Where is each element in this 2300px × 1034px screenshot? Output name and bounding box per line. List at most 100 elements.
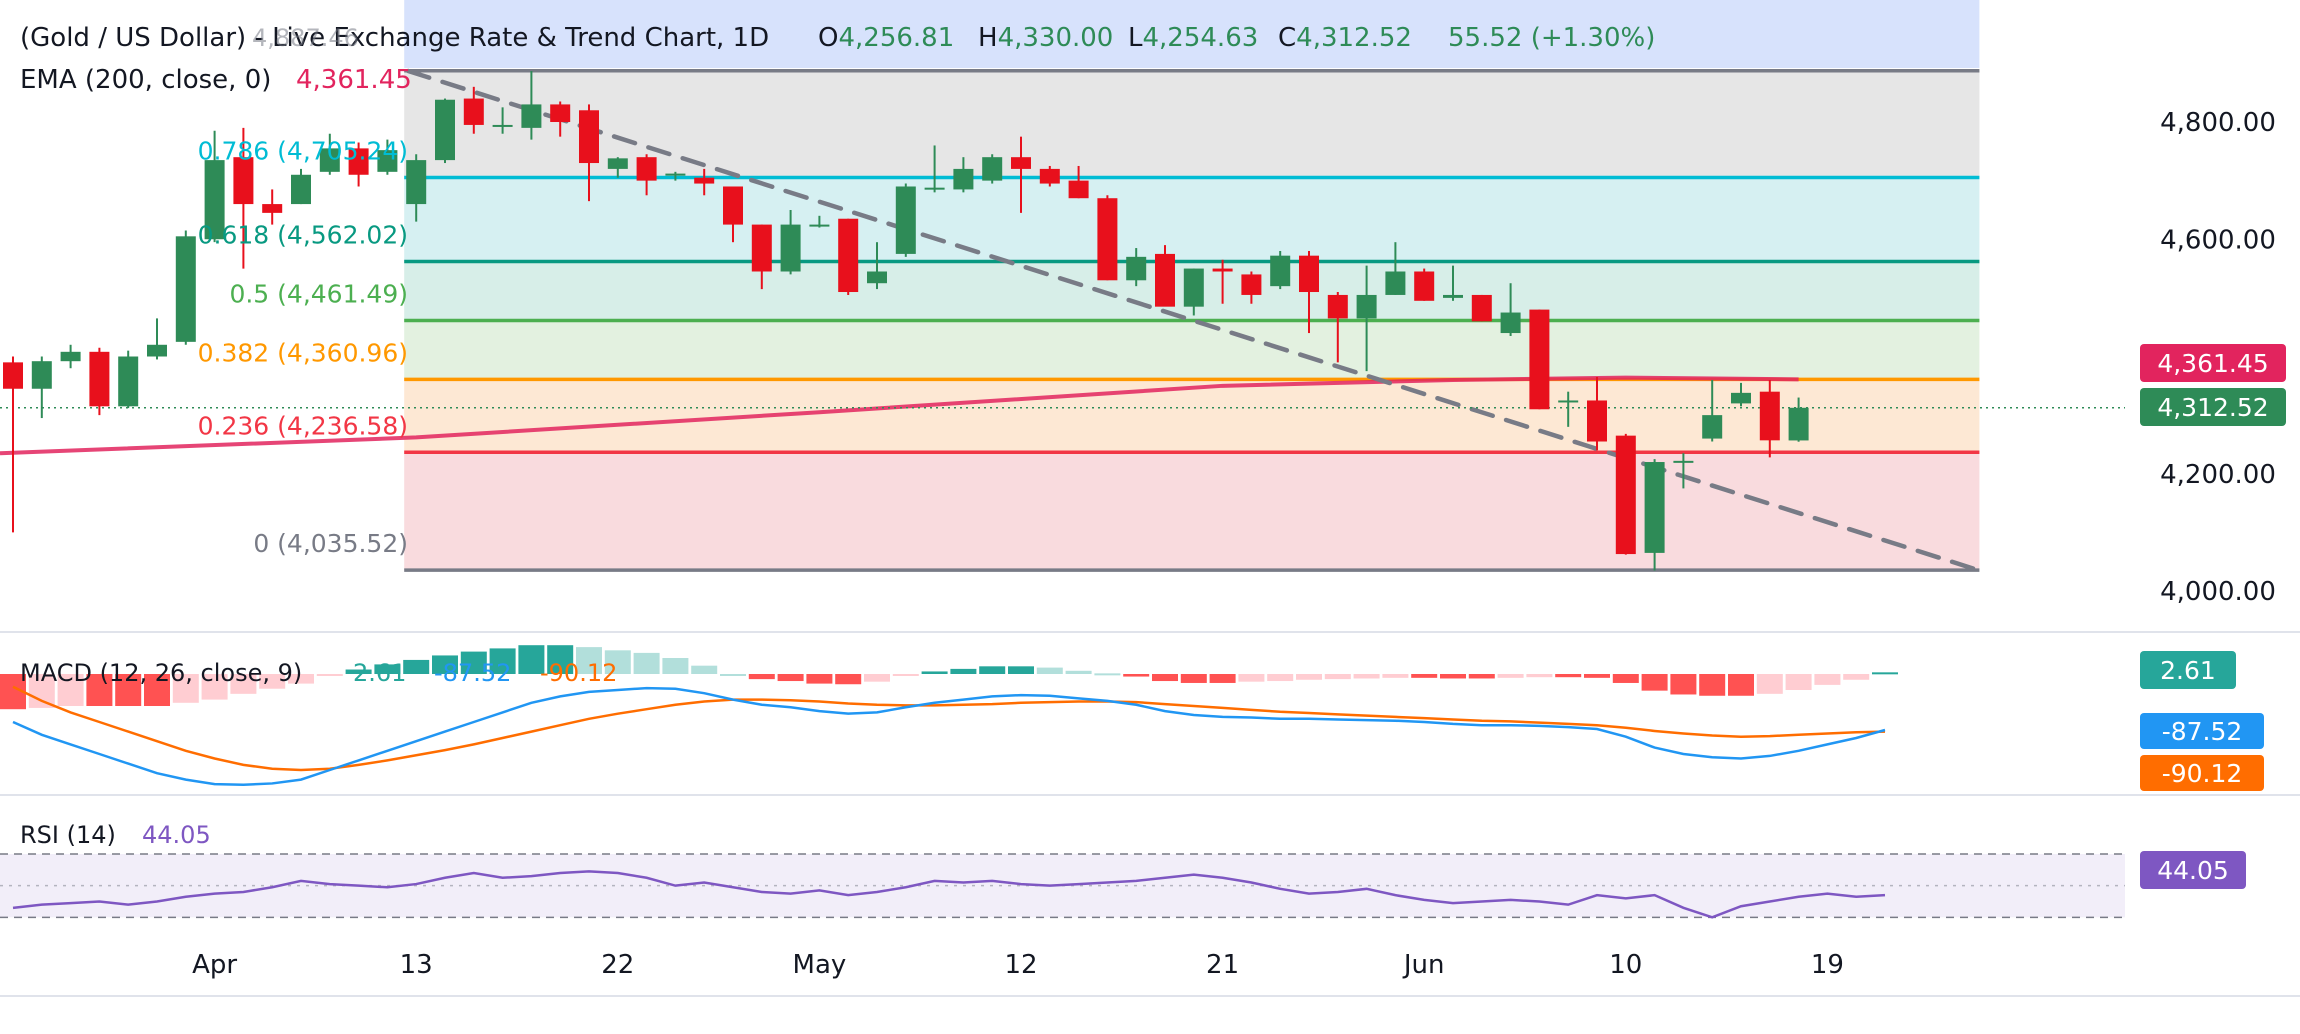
macd-hist-bar xyxy=(835,674,862,685)
candle-body xyxy=(147,344,167,357)
candle-body xyxy=(1759,391,1780,441)
candle-body xyxy=(1443,294,1463,298)
macd-line-badge xyxy=(2140,713,2264,749)
macd-hist-bar xyxy=(489,648,516,674)
rsi-line xyxy=(12,870,1886,919)
svg-text:O4,256.81: O4,256.81 xyxy=(818,23,954,53)
macd-hist-bar xyxy=(316,674,343,676)
time-tick-label: 10 xyxy=(1609,950,1642,980)
ema-badge-text: 4,361.45 xyxy=(2157,349,2268,378)
macd-hist-bar xyxy=(1699,674,1726,696)
time-tick-label: 19 xyxy=(1811,950,1844,980)
candle-body xyxy=(31,361,52,389)
macd-hist-bar xyxy=(230,674,257,694)
open-label: O xyxy=(818,23,838,53)
fib-label-0.5: 0.5 (4,461.49) xyxy=(229,279,408,308)
macd-hist-bar xyxy=(1008,666,1034,674)
macd-hist-bar xyxy=(1094,673,1121,676)
time-tick-label: 21 xyxy=(1206,950,1239,980)
price-axis[interactable]: 4,000.00 4,200.00 4,600.00 4,800.00 xyxy=(2160,108,2276,607)
candle-body xyxy=(1615,435,1636,555)
candle-body xyxy=(1039,168,1060,184)
macd-hist-bar xyxy=(1497,674,1524,678)
price-tick-label: 4,600.00 xyxy=(2160,225,2276,255)
candle-body xyxy=(1126,256,1147,281)
candle-body xyxy=(607,158,628,169)
pane-separators xyxy=(0,631,2300,997)
candle-body xyxy=(838,218,859,293)
candle-body xyxy=(1414,271,1435,301)
close-badge xyxy=(2140,388,2286,426)
fib-label-0: 0 (4,035.52) xyxy=(253,529,408,558)
fib-label-0.382: 0.382 (4,360.96) xyxy=(198,338,408,367)
candle-body xyxy=(1702,415,1723,439)
macd-hist-bar xyxy=(1843,674,1870,680)
candle-body xyxy=(1471,294,1492,322)
fib-band-0.618 xyxy=(404,177,1980,262)
low-label: L xyxy=(1128,23,1143,53)
macd-hist-bar xyxy=(1468,674,1495,679)
candle-body xyxy=(492,124,513,127)
macd-hist-bar xyxy=(1641,674,1668,691)
candle-body xyxy=(1356,294,1377,319)
change-value: 55.52 (+1.30%) xyxy=(1448,23,1655,53)
candle-body xyxy=(1558,400,1579,403)
macd-hist-badge-text: 2.61 xyxy=(2160,656,2216,685)
fib-band-0.236 xyxy=(404,379,1980,453)
candle-body xyxy=(262,204,283,213)
macd-hist-bar xyxy=(950,668,977,674)
macd-hist-value: 2.61 xyxy=(353,659,406,687)
macd-hist-bar xyxy=(892,674,919,676)
header-legend: (Gold / US Dollar) - Live Exchange Rate … xyxy=(20,23,1655,95)
macd-hist-bar xyxy=(1785,674,1812,690)
macd-hist-bar xyxy=(144,674,170,706)
close-badge-text: 4,312.52 xyxy=(2157,393,2268,422)
macd-hist-bar xyxy=(748,674,775,680)
macd-hist-bar xyxy=(1411,674,1438,678)
candle-body xyxy=(1731,392,1751,404)
candle-body xyxy=(1673,460,1694,463)
macd-hist-bar xyxy=(1440,674,1466,679)
macd-hist-bar xyxy=(1267,674,1294,682)
candle-body xyxy=(521,104,542,128)
macd-hist-bar xyxy=(115,674,142,706)
fib-label-0.618: 0.618 (4,562.02) xyxy=(198,221,408,250)
open-value: 4,256.81 xyxy=(838,23,954,53)
macd-hist-bar xyxy=(28,674,55,708)
macd-hist-bar xyxy=(1036,667,1063,674)
ema-value: 4,361.45 xyxy=(296,65,412,95)
ema-200-line xyxy=(0,375,1799,456)
macd-hist-bar xyxy=(1555,674,1582,678)
fib-band-0.786 xyxy=(404,70,1980,178)
macd-hist-bar xyxy=(1296,674,1322,680)
price-badges: 4,361.45 4,312.52 2.61 -87.52 -90.12 44.… xyxy=(2140,344,2286,889)
fib-top-band xyxy=(404,0,1980,68)
macd-hist-bar xyxy=(547,645,574,674)
fib-label-0.236: 0.236 (4,236.58) xyxy=(198,411,408,440)
macd-hist-bar xyxy=(1756,674,1783,694)
macd-hist-bar xyxy=(1324,674,1351,680)
symbol-title: (Gold / US Dollar) - Live Exchange Rate … xyxy=(20,23,769,53)
rsi-pane xyxy=(0,853,2125,919)
price-tick-label: 4,000.00 xyxy=(2160,577,2276,607)
candle-body xyxy=(233,157,254,205)
candle-body xyxy=(1587,400,1607,442)
overlapped-price-label: 4,887.46 xyxy=(252,24,359,52)
svg-text:C4,312.52: C4,312.52 xyxy=(1278,23,1412,53)
candle-body xyxy=(319,148,340,172)
candle-body xyxy=(1500,312,1521,334)
fib-labels: 0 (4,035.52) 0.236 (4,236.58) 0.382 (4,360… xyxy=(198,137,408,559)
time-tick-label: May xyxy=(793,950,847,980)
candle-body xyxy=(867,271,887,284)
candle-body xyxy=(377,150,398,172)
candle-body xyxy=(723,186,743,225)
macd-hist-bar xyxy=(720,674,746,676)
time-axis[interactable]: Apr 13 22 May 12 21 Jun 10 19 xyxy=(192,950,1844,980)
candle-body xyxy=(175,236,196,342)
high-value: 4,330.00 xyxy=(998,23,1114,53)
svg-text:H4,330.00: H4,330.00 xyxy=(978,23,1113,53)
candle-body xyxy=(579,110,599,164)
rsi-badge xyxy=(2140,851,2246,889)
candle-body xyxy=(89,351,110,407)
macd-hist-bar xyxy=(662,658,689,674)
